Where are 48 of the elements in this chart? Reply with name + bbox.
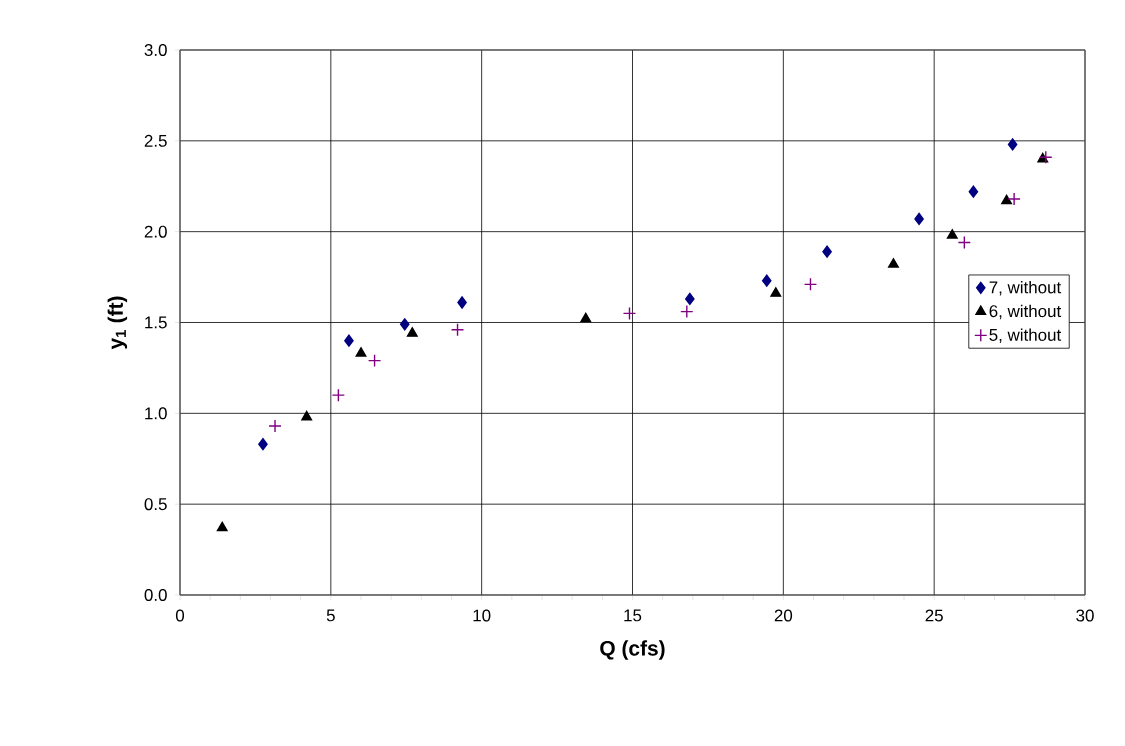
point	[268, 419, 282, 433]
x-tick-label: 0	[175, 609, 185, 622]
point	[399, 318, 410, 331]
point	[957, 235, 972, 250]
y-axis-title: y$_{1}$ (ft)	[107, 296, 128, 350]
y-tick-label: 2.5	[144, 134, 167, 147]
point	[406, 327, 418, 337]
x-tick-label: 10	[473, 609, 491, 622]
y-tick-label: 1.5	[145, 316, 167, 329]
point	[344, 334, 354, 347]
point	[822, 245, 832, 258]
point	[803, 277, 818, 292]
point	[968, 185, 979, 198]
point	[355, 347, 367, 357]
point	[216, 521, 228, 532]
point	[331, 388, 346, 402]
x-tick-label: 30	[1076, 609, 1094, 622]
legend-label: 7, without	[989, 280, 1062, 296]
y-tick-label: 1.0	[145, 407, 167, 420]
y-tick-label: 0.5	[144, 498, 167, 511]
x-tick-label: 25	[925, 609, 943, 622]
x-tick-label: 5	[326, 609, 335, 622]
point	[1039, 150, 1053, 164]
y-tick-label: 3.0	[144, 44, 167, 56]
point	[301, 410, 313, 421]
point	[1007, 138, 1018, 151]
point	[622, 306, 637, 321]
x-tick-label: 15	[624, 609, 642, 622]
point	[258, 438, 268, 451]
point	[457, 296, 467, 309]
point	[770, 287, 782, 297]
x-axis-title: Q (cfs)	[600, 640, 665, 660]
y-tick-label: 2.0	[144, 225, 167, 238]
y-tick-label: 0.0	[144, 589, 167, 601]
point	[914, 212, 924, 226]
point	[946, 229, 958, 239]
x-tick-label: 20	[774, 609, 793, 622]
point	[450, 323, 465, 337]
legend-label: 5, without	[989, 328, 1062, 343]
point	[367, 353, 382, 368]
point	[1007, 192, 1021, 206]
point	[680, 304, 694, 319]
point	[1001, 194, 1013, 205]
point	[685, 292, 695, 306]
legend-label: 6, without	[989, 304, 1062, 320]
point	[761, 274, 772, 287]
point	[580, 312, 592, 323]
point	[888, 258, 899, 268]
